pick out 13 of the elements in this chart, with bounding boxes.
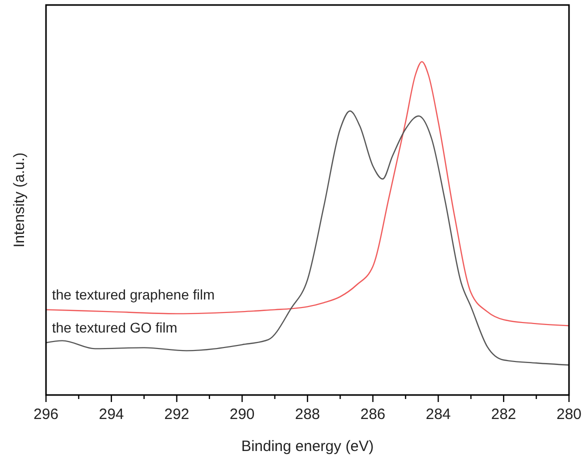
x-tick-label: 288 [294, 406, 320, 423]
x-tick-label: 292 [164, 406, 190, 423]
y-axis-title: Intensity (a.u.) [11, 152, 28, 248]
x-axis-title: Binding energy (eV) [241, 438, 374, 455]
series-label: the textured graphene film [52, 286, 215, 303]
x-tick-label: 284 [426, 406, 451, 423]
x-tick-label: 296 [33, 406, 59, 423]
series-label: the textured GO film [52, 320, 178, 336]
x-tick-label: 282 [491, 406, 516, 423]
x-tick-label: 286 [360, 406, 386, 423]
x-tick-label: 294 [98, 406, 124, 423]
x-tick-label: 290 [230, 406, 255, 423]
x-tick-label: 280 [556, 406, 582, 423]
